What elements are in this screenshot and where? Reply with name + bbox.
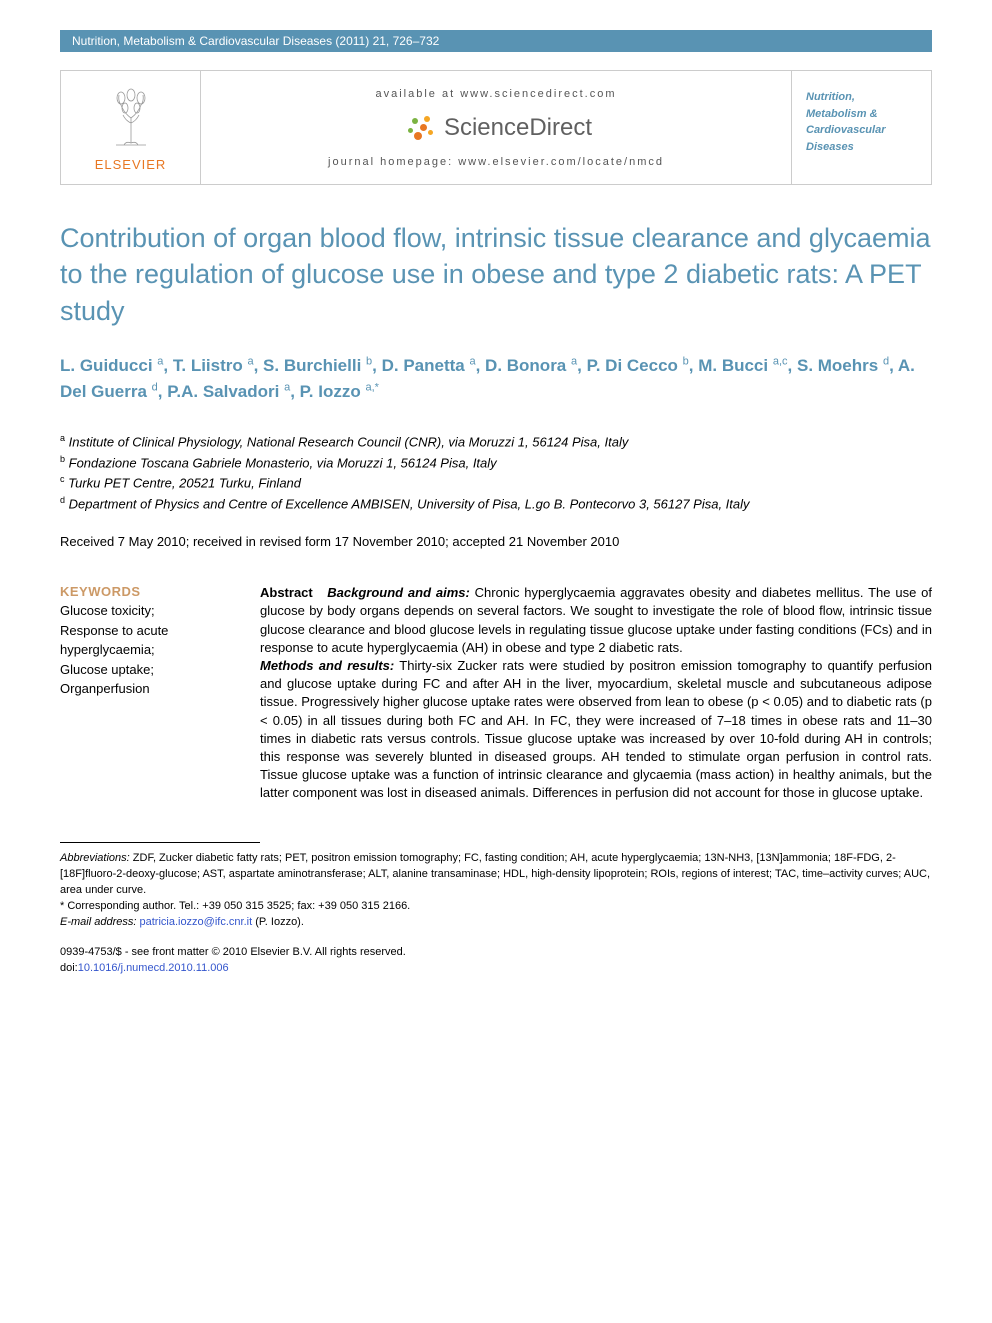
keywords-column: KEYWORDS Glucose toxicity;Response to ac… bbox=[60, 584, 230, 802]
author-list: L. Guiducci a, T. Liistro a, S. Burchiel… bbox=[60, 353, 932, 404]
affiliation-line: d Department of Physics and Centre of Ex… bbox=[60, 494, 932, 514]
journal-name-cell: Nutrition, Metabolism & Cardiovascular D… bbox=[791, 71, 931, 184]
sciencedirect-cell: available at www.sciencedirect.com Scien… bbox=[201, 71, 791, 184]
elsevier-logo-cell: ELSEVIER bbox=[61, 71, 201, 184]
affiliation-line: a Institute of Clinical Physiology, Nati… bbox=[60, 432, 932, 452]
sciencedirect-wordmark: ScienceDirect bbox=[444, 114, 592, 142]
sciencedirect-logo: ScienceDirect bbox=[400, 114, 592, 142]
article-dates: Received 7 May 2010; received in revised… bbox=[60, 534, 932, 549]
affiliation-line: c Turku PET Centre, 20521 Turku, Finland bbox=[60, 473, 932, 493]
footer-divider bbox=[60, 842, 260, 843]
keywords-abstract-row: KEYWORDS Glucose toxicity;Response to ac… bbox=[60, 584, 932, 802]
elsevier-wordmark: ELSEVIER bbox=[95, 157, 167, 172]
corresponding-author-line: * Corresponding author. Tel.: +39 050 31… bbox=[60, 899, 932, 915]
doi-link[interactable]: 10.1016/j.numecd.2010.11.006 bbox=[78, 962, 229, 974]
email-line: E-mail address: patricia.iozzo@ifc.cnr.i… bbox=[60, 915, 932, 931]
journal-name-line: Cardiovascular Diseases bbox=[806, 122, 917, 155]
abstract-methods-text: Thirty-six Zucker rats were studied by p… bbox=[260, 658, 932, 800]
available-at-text: available at www.sciencedirect.com bbox=[375, 88, 616, 100]
keyword-item: Response to acute hyperglycaemia; bbox=[60, 621, 230, 660]
abstract-label: Abstract bbox=[260, 585, 313, 600]
journal-citation-bar: Nutrition, Metabolism & Cardiovascular D… bbox=[60, 30, 932, 52]
abbreviations-line: Abbreviations: ZDF, Zucker diabetic fatt… bbox=[60, 851, 932, 899]
keyword-item: Glucose uptake; bbox=[60, 660, 230, 680]
keywords-list: Glucose toxicity;Response to acute hyper… bbox=[60, 601, 230, 699]
publisher-header: ELSEVIER available at www.sciencedirect.… bbox=[60, 70, 932, 185]
abstract-text: Abstract Background and aims: Chronic hy… bbox=[260, 584, 932, 802]
abstract-background-label: Background and aims: bbox=[327, 585, 470, 600]
keywords-heading: KEYWORDS bbox=[60, 584, 230, 599]
elsevier-tree-icon bbox=[96, 83, 166, 153]
footnotes-block: Abbreviations: ZDF, Zucker diabetic fatt… bbox=[60, 851, 932, 931]
journal-name-line: Nutrition, bbox=[806, 89, 917, 106]
doi-line: doi:10.1016/j.numecd.2010.11.006 bbox=[60, 961, 932, 977]
rights-block: 0939-4753/$ - see front matter © 2010 El… bbox=[60, 945, 932, 977]
affiliations: a Institute of Clinical Physiology, Nati… bbox=[60, 432, 932, 514]
email-link[interactable]: patricia.iozzo@ifc.cnr.it bbox=[139, 916, 252, 928]
issn-copyright-line: 0939-4753/$ - see front matter © 2010 El… bbox=[60, 945, 932, 961]
journal-name-line: Metabolism & bbox=[806, 106, 917, 123]
affiliation-line: b Fondazione Toscana Gabriele Monasterio… bbox=[60, 453, 932, 473]
abstract-column: Abstract Background and aims: Chronic hy… bbox=[260, 584, 932, 802]
keyword-item: Organperfusion bbox=[60, 679, 230, 699]
article-title: Contribution of organ blood flow, intrin… bbox=[60, 220, 932, 329]
keyword-item: Glucose toxicity; bbox=[60, 601, 230, 621]
journal-homepage-text: journal homepage: www.elsevier.com/locat… bbox=[328, 156, 664, 168]
abstract-methods-label: Methods and results: bbox=[260, 658, 394, 673]
sciencedirect-dots-icon bbox=[400, 114, 436, 142]
